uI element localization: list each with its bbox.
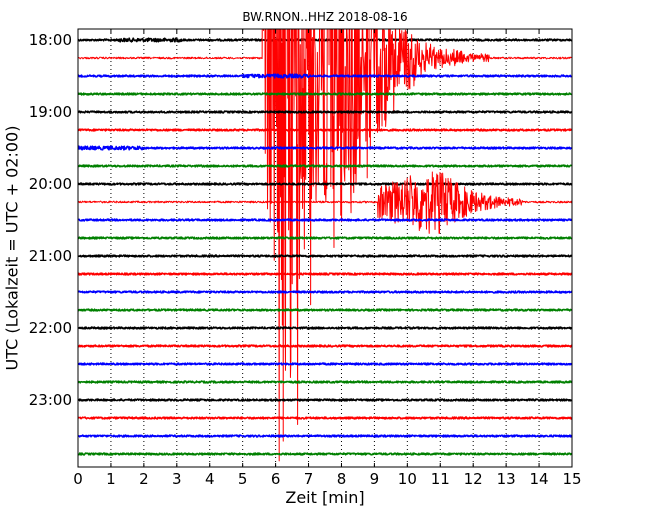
trace-2200	[78, 326, 572, 330]
trace-2030	[78, 218, 572, 222]
x-tick-label: 3	[172, 470, 182, 488]
x-tick-label: 5	[238, 470, 248, 488]
trace-2315	[78, 416, 572, 420]
x-tick-label: 2	[139, 470, 149, 488]
x-tick-label: 11	[431, 470, 450, 488]
x-tick-label: 12	[464, 470, 483, 488]
trace-1915	[78, 128, 572, 132]
trace-2100	[78, 254, 572, 258]
trace-2130	[78, 290, 572, 294]
y-tick-label: 23:00	[29, 391, 72, 409]
trace-1800	[78, 37, 572, 43]
plot-frame	[77, 28, 573, 468]
trace-1930	[78, 145, 572, 151]
x-tick-label: 15	[562, 470, 581, 488]
trace-1830	[78, 73, 572, 79]
trace-layer	[78, 29, 572, 462]
y-tick-label: 22:00	[29, 319, 72, 337]
trace-2330	[78, 434, 572, 438]
x-tick-label: 4	[205, 470, 215, 488]
trace-2045	[78, 236, 572, 240]
trace-2230	[78, 362, 572, 366]
y-tick-label: 18:00	[29, 31, 72, 49]
trace-2015	[78, 171, 572, 234]
x-tick-label: 9	[370, 470, 380, 488]
x-tick-label: 6	[271, 470, 281, 488]
trace-2345	[78, 452, 572, 456]
y-tick-label: 21:00	[29, 247, 72, 265]
trace-2300	[78, 398, 572, 402]
trace-1845	[78, 92, 572, 96]
trace-1815	[78, 29, 572, 462]
trace-2245	[78, 380, 572, 384]
x-axis-label: Zeit [min]	[285, 488, 365, 507]
x-tick-label: 7	[304, 470, 314, 488]
trace-2115	[78, 272, 572, 276]
x-tick-label: 8	[337, 470, 347, 488]
x-tick-label: 10	[398, 470, 417, 488]
trace-1945	[78, 164, 572, 168]
x-tick-label: 1	[106, 470, 116, 488]
axis-layer: 0 1 2 3 4 5 6 7 8 9 10 11 12 13 14 1518:0019:0020:0021:…	[29, 28, 582, 488]
y-tick-label: 19:00	[29, 103, 72, 121]
trace-1900	[78, 110, 572, 114]
chart-title: BW.RNON..HHZ 2018-08-16	[242, 10, 408, 24]
trace-2215	[78, 344, 572, 348]
x-tick-label: 14	[530, 470, 549, 488]
x-tick-label: 0	[73, 470, 83, 488]
y-tick-label: 20:00	[29, 175, 72, 193]
x-tick-label: 13	[497, 470, 516, 488]
trace-2145	[78, 308, 572, 312]
trace-2000	[78, 182, 572, 186]
